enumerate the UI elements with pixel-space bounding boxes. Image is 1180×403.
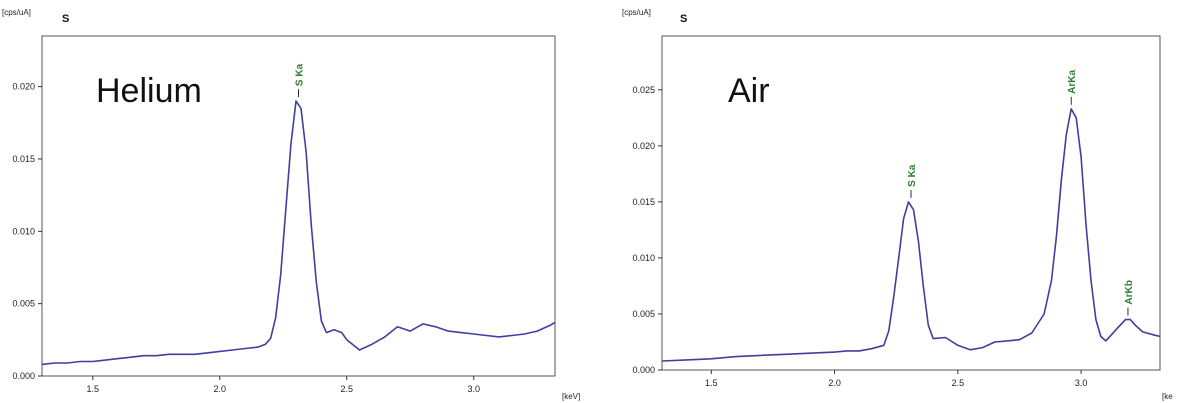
atmosphere-label: Air xyxy=(728,72,770,110)
chart-panel-helium: [cps/uA] S Helium [keV] 0.000 0.005 0.010 0… xyxy=(0,0,580,403)
element-label: S xyxy=(62,13,69,25)
peak-label: S Ka xyxy=(295,63,306,86)
y-tick-label: 0.000 xyxy=(12,371,35,381)
y-tick-label: 0.010 xyxy=(632,253,655,263)
peak-label: ArKa xyxy=(1067,70,1078,94)
x-axis-unit-label: [keV] xyxy=(562,392,580,401)
element-label: S xyxy=(680,13,687,25)
y-tick-label: 0.005 xyxy=(12,299,35,309)
spectrum-line xyxy=(661,108,1161,362)
chart-panel-air: [cps/uA] S Air [ke 0.000 0.005 0.010 0.015 0… xyxy=(620,0,1180,403)
x-tick-label: 2.5 xyxy=(340,384,353,394)
x-tick-label: 1.5 xyxy=(87,384,100,394)
peak-label: ArKb xyxy=(1124,280,1135,304)
y-axis-unit-label: [cps/uA] xyxy=(622,8,651,17)
x-tick-label: 2.5 xyxy=(952,378,965,388)
x-tick-label: 3.0 xyxy=(467,384,480,394)
y-tick-label: 0.015 xyxy=(632,197,655,207)
x-axis-unit-label: [ke xyxy=(1162,392,1173,401)
y-tick-label: 0.005 xyxy=(632,309,655,319)
y-tick-label: 0.020 xyxy=(12,82,35,92)
x-tick-label: 2.0 xyxy=(828,378,841,388)
atmosphere-label: Helium xyxy=(96,72,202,110)
y-tick-label: 0.010 xyxy=(12,226,35,236)
plot-frame xyxy=(41,35,556,377)
plot-frame xyxy=(661,35,1161,371)
air-spectrum-chart: [cps/uA] S Air [ke 0.000 0.005 0.010 0.015 0… xyxy=(622,8,1173,401)
peak-label: S Ka xyxy=(907,164,918,187)
x-tick-label: 3.0 xyxy=(1075,378,1088,388)
y-tick-label: 0.000 xyxy=(632,365,655,375)
y-axis-unit-label: [cps/uA] xyxy=(2,8,31,17)
x-tick-label: 2.0 xyxy=(214,384,227,394)
y-tick-label: 0.020 xyxy=(632,141,655,151)
y-tick-label: 0.025 xyxy=(632,85,655,95)
y-tick-label: 0.015 xyxy=(12,154,35,164)
x-tick-label: 1.5 xyxy=(705,378,718,388)
helium-spectrum-chart: [cps/uA] S Helium [keV] 0.000 0.005 0.010 0… xyxy=(2,8,580,401)
spectrum-line xyxy=(41,100,556,366)
